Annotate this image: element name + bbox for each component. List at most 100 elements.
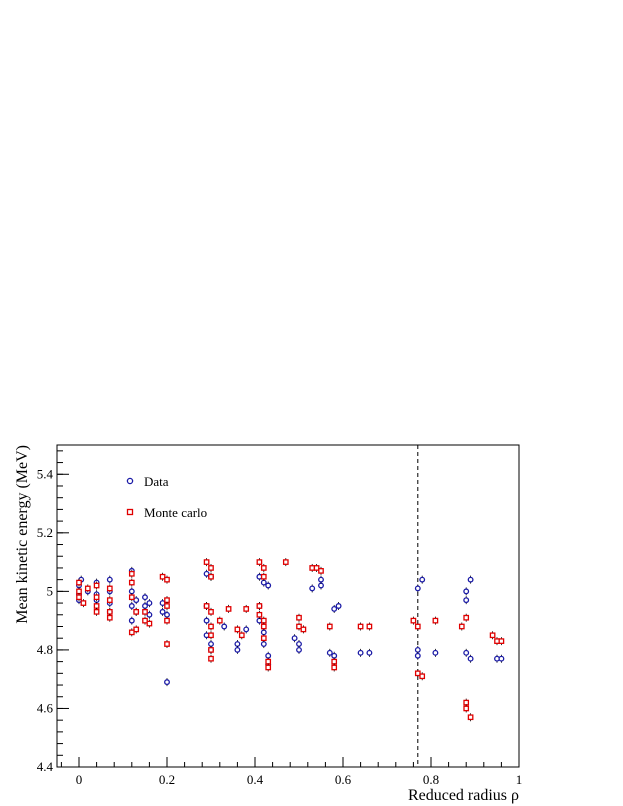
data-point xyxy=(128,603,135,609)
monte-carlo-point xyxy=(142,609,148,615)
monte-carlo-point xyxy=(265,658,272,665)
monte-carlo-point xyxy=(208,623,214,630)
data-point xyxy=(164,679,170,686)
monte-carlo-point xyxy=(106,597,113,603)
monte-carlo-point xyxy=(164,597,170,603)
legend-marker-monte-carlo xyxy=(126,508,134,516)
monte-carlo-point xyxy=(458,623,465,630)
monte-carlo-point xyxy=(164,641,170,647)
monte-carlo-point xyxy=(256,611,263,618)
data-point xyxy=(164,611,170,618)
monte-carlo-point xyxy=(76,579,82,586)
legend-label: Monte carlo xyxy=(144,505,207,520)
y-tick-label: 5.4 xyxy=(37,466,54,481)
monte-carlo-point xyxy=(216,617,223,624)
data-point xyxy=(357,649,364,656)
data-point xyxy=(318,576,324,583)
monte-carlo-point xyxy=(208,655,214,662)
monte-carlo-point xyxy=(309,565,316,571)
data-point xyxy=(366,649,373,656)
monte-carlo-point xyxy=(357,623,364,630)
monte-carlo-point xyxy=(234,626,241,633)
monte-carlo-point xyxy=(225,606,232,612)
y-tick-label: 4.8 xyxy=(37,642,53,657)
monte-carlo-point xyxy=(203,603,210,609)
monte-carlo-point xyxy=(296,623,302,630)
data-point xyxy=(203,570,210,577)
monte-carlo-point xyxy=(106,614,113,621)
monte-carlo-point xyxy=(76,588,82,595)
y-tick-label: 4.6 xyxy=(37,700,54,715)
x-tick-label: 0.4 xyxy=(247,772,264,787)
data-point xyxy=(414,646,421,653)
data-point xyxy=(432,649,439,656)
data-point xyxy=(463,597,470,604)
data-point xyxy=(260,641,267,648)
data-points xyxy=(76,558,505,722)
data-point xyxy=(146,611,153,618)
monte-carlo-point xyxy=(128,579,135,586)
data-point xyxy=(203,617,210,624)
data-point xyxy=(467,655,474,662)
monte-carlo-point xyxy=(164,603,170,609)
data-point xyxy=(133,597,140,604)
data-point xyxy=(498,655,505,662)
monte-carlo-point xyxy=(93,609,100,615)
monte-carlo-point xyxy=(494,638,500,644)
monte-carlo-point xyxy=(238,632,245,639)
x-tick-label: 0 xyxy=(76,772,83,787)
axis-ticks xyxy=(57,450,520,768)
data-point xyxy=(265,652,272,659)
monte-carlo-point xyxy=(93,603,100,609)
data-point xyxy=(331,605,338,612)
y-tick-label: 5 xyxy=(47,583,54,598)
monte-carlo-point xyxy=(203,559,210,565)
monte-carlo-point xyxy=(128,594,135,601)
monte-carlo-point xyxy=(142,617,148,624)
monte-carlo-point xyxy=(76,594,82,601)
data-point xyxy=(142,603,148,609)
x-tick-label: 0.6 xyxy=(335,772,352,787)
monte-carlo-point xyxy=(93,594,100,601)
monte-carlo-point xyxy=(463,614,470,621)
data-point xyxy=(128,588,135,595)
data-point xyxy=(265,582,272,589)
monte-carlo-point xyxy=(414,670,421,677)
monte-carlo-point xyxy=(467,714,474,721)
data-point xyxy=(326,649,333,656)
data-point xyxy=(335,603,342,609)
monte-carlo-point xyxy=(414,623,421,630)
plot-frame xyxy=(56,444,520,768)
monte-carlo-point xyxy=(80,600,87,606)
monte-carlo-point xyxy=(326,623,333,630)
data-point xyxy=(331,652,338,659)
monte-carlo-point xyxy=(265,664,272,671)
monte-carlo-point xyxy=(84,585,91,592)
monte-carlo-point xyxy=(133,626,140,633)
monte-carlo-point xyxy=(93,582,100,589)
data-point xyxy=(414,652,421,659)
monte-carlo-point xyxy=(164,576,170,583)
legend-marker-data xyxy=(126,477,134,485)
data-point xyxy=(296,646,302,653)
data-point xyxy=(142,594,148,601)
legend-label: Data xyxy=(144,474,169,489)
data-point xyxy=(159,608,166,615)
monte-carlo-point xyxy=(164,617,170,624)
monte-carlo-point xyxy=(133,609,140,615)
monte-carlo-point xyxy=(260,565,267,571)
data-point xyxy=(208,641,214,648)
data-point xyxy=(159,600,166,607)
data-point xyxy=(296,641,302,648)
monte-carlo-point xyxy=(159,573,166,580)
data-point xyxy=(463,649,470,656)
data-point xyxy=(221,623,228,630)
data-point xyxy=(467,576,474,583)
monte-carlo-point xyxy=(106,609,113,615)
data-point xyxy=(463,588,470,595)
monte-carlo-point xyxy=(260,623,267,630)
monte-carlo-point xyxy=(318,568,324,574)
monte-carlo-point xyxy=(463,705,470,712)
monte-carlo-point xyxy=(208,609,214,615)
